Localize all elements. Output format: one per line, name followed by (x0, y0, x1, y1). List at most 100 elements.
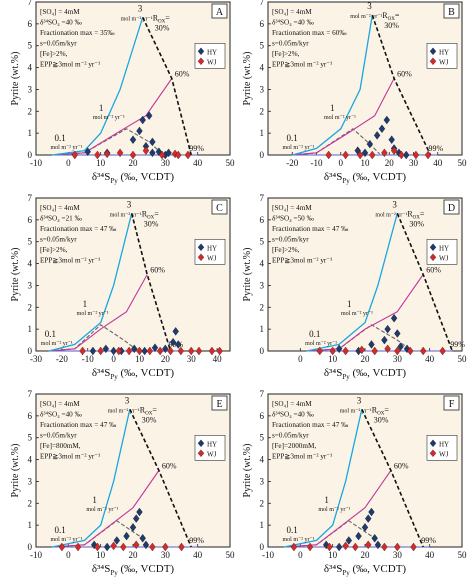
y-tick-label: 4 (260, 455, 265, 465)
legend-label-wj: WJ (207, 254, 217, 262)
curve-label-slow-unit: mol m⁻² yr⁻¹ (283, 145, 315, 151)
x-tick-label: 50 (458, 354, 468, 364)
model-line-limit (361, 408, 424, 548)
legend-marker-wj (429, 253, 437, 262)
rox-value-30: 30% (144, 219, 159, 228)
data-point-wj (97, 346, 104, 356)
y-tick-label: 0 (28, 150, 33, 160)
rox-value-30: 30% (374, 415, 389, 424)
data-point-hy (390, 313, 398, 323)
rox-label: ROX= (142, 209, 160, 220)
x-tick-label: 40 (213, 354, 223, 364)
condition-line: δ³⁴SO₄ =40 ‰ (40, 19, 83, 27)
plot-area (267, 197, 463, 352)
x-axis-label: δ³⁴SPy (‰, VCDT) (92, 367, 175, 381)
curve-label-slow-unit: mol m⁻² yr⁻¹ (41, 341, 73, 347)
y-axis-label: Pyrite (wt.%) (10, 52, 21, 106)
data-point-hy (129, 523, 137, 532)
condition-line: EPP≧3mol m⁻² yr⁻¹ (272, 453, 332, 461)
rox-label: ROX= (407, 209, 425, 220)
data-point-hy (89, 346, 97, 356)
data-point-wj (133, 540, 140, 550)
condition-line: s=0.05m/kyr (40, 40, 77, 48)
model-line-medium (292, 78, 395, 156)
x-tick-label: 50 (458, 158, 468, 168)
curve-label-medium-value: 1 (99, 103, 104, 113)
data-point-wj (142, 146, 150, 155)
data-point-wj (316, 346, 323, 356)
condition-line: s=0.05m/kyr (40, 432, 77, 440)
curve-label-medium-unit: mol m⁻² yr⁻¹ (341, 311, 373, 317)
legend-box (426, 43, 458, 69)
data-point-wj (398, 150, 405, 160)
model-line-slow (292, 128, 380, 156)
x-tick-label: 10 (96, 158, 106, 168)
y-tick-label: 0 (28, 346, 33, 356)
chart-panel-b: B 0 1 2 3 4 5 6 7 -20 -10 0 10 20 30 40 50 Pyrite (wt.%) δ… (242, 0, 467, 185)
data-point-hy (169, 338, 177, 347)
data-point-wj (325, 150, 332, 160)
curve-label-fast-value: 3 (127, 199, 132, 209)
data-point-wj (358, 345, 365, 355)
data-point-wj (103, 149, 111, 159)
y-tick-label: 1 (260, 520, 265, 530)
data-point-wj (115, 346, 122, 356)
x-tick-label: 0 (339, 158, 344, 168)
curve-label-medium-value: 1 (92, 495, 97, 505)
y-tick-label: 4 (260, 63, 265, 73)
data-point-hy (374, 540, 382, 550)
data-point-hy (371, 534, 378, 543)
legend-box (426, 435, 458, 461)
data-point-hy (162, 344, 169, 354)
data-point-wj (110, 541, 117, 551)
legend-marker-wj (429, 449, 437, 458)
x-tick-label: 10 (135, 354, 145, 364)
data-point-wj (74, 542, 82, 552)
data-point-hy (139, 115, 146, 125)
x-tick-label: 20 (161, 354, 171, 364)
panel-letter-box (443, 199, 460, 215)
model-line-limit (396, 212, 454, 352)
condition-line: [Fe]>2%, (40, 50, 68, 58)
y-tick-label: 1 (260, 324, 265, 334)
x-tick-label: 10 (96, 550, 106, 560)
data-point-wj (184, 150, 192, 160)
y-tick-label: 3 (28, 280, 33, 290)
y-tick-label: 7 (28, 193, 33, 203)
y-tick-label: 6 (28, 19, 33, 29)
y-tick-label: 6 (260, 19, 265, 29)
y-tick-label: 6 (260, 411, 265, 421)
y-tick-label: 2 (260, 106, 265, 116)
legend-label-hy: HY (439, 440, 449, 448)
data-point-hy (355, 531, 362, 541)
x-tick-label: 0 (111, 354, 116, 364)
y-tick-label: 2 (28, 498, 33, 508)
condition-line: [Fe]>2%, (40, 246, 68, 254)
x-axis-label: δ³⁴SPy (‰, VCDT) (92, 171, 175, 185)
x-tick-label: 40 (425, 354, 435, 364)
data-point-hy (368, 507, 375, 517)
condition-line: EPP≧3mol m⁻² yr⁻¹ (40, 61, 100, 69)
x-tick-label: 20 (361, 550, 371, 560)
x-tick-label: 50 (458, 550, 468, 560)
x-tick-label: -20 (56, 354, 68, 364)
data-point-hy (149, 137, 156, 147)
data-point-wj (420, 346, 427, 356)
model-line-medium (48, 274, 148, 352)
model-line-medium (284, 470, 392, 548)
data-point-wj (306, 542, 314, 552)
data-point-wj (120, 542, 127, 552)
x-tick-label: 0 (298, 550, 303, 560)
data-point-wj (352, 542, 359, 552)
plot-area (35, 393, 231, 548)
data-point-wj (195, 346, 203, 356)
data-point-wj (125, 346, 133, 356)
x-tick-label: -10 (311, 158, 323, 168)
condition-line: Fractionation max = 47 ‰ (40, 225, 117, 233)
curve-label-medium-unit: mol m⁻² yr⁻¹ (77, 311, 109, 317)
data-point-hy (403, 150, 410, 160)
y-tick-label: 5 (260, 237, 265, 247)
y-tick-label: 3 (28, 476, 33, 486)
condition-line: δ³⁴SO₄ =40 ‰ (272, 411, 315, 419)
y-tick-label: 6 (260, 215, 265, 225)
